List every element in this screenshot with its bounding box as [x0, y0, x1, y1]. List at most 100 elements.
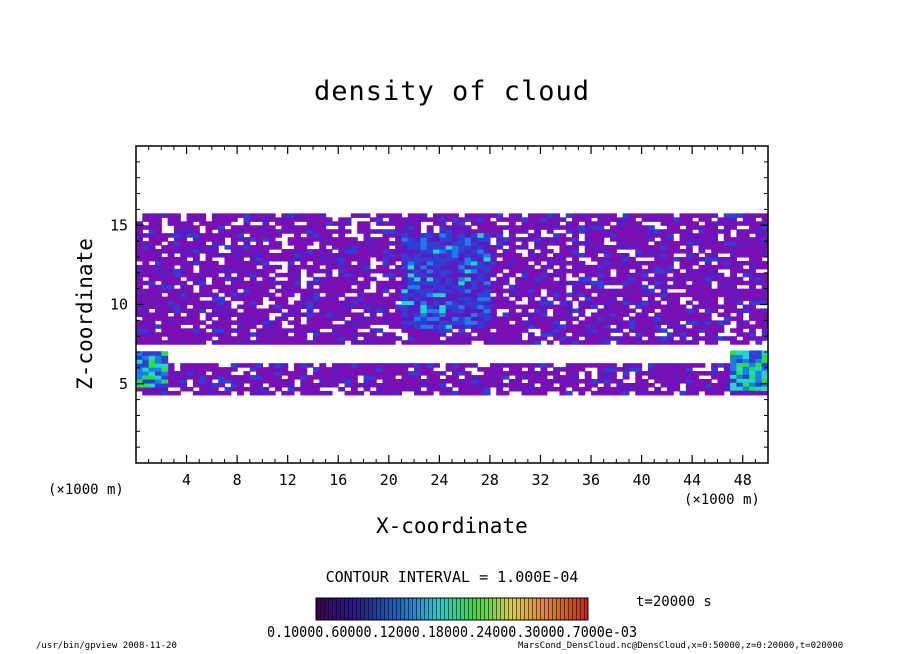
- cloud-cell: [142, 332, 150, 337]
- cloud-cell: [654, 371, 662, 376]
- cloud-cell: [350, 312, 358, 317]
- cloud-cell: [237, 332, 245, 337]
- cloud-cell: [546, 382, 554, 388]
- cloud-cell: [628, 300, 636, 306]
- cloud-cell: [597, 241, 605, 246]
- cloud-cell: [205, 363, 213, 368]
- cloud-cell: [654, 292, 662, 298]
- cloud-cell: [167, 375, 175, 380]
- cloud-cell: [388, 312, 396, 317]
- cloud-cell: [357, 340, 365, 345]
- cloud-cell: [749, 358, 756, 363]
- cloud-cell: [439, 316, 447, 321]
- cloud-cell: [464, 332, 472, 337]
- cloud-cell: [723, 292, 731, 298]
- cloud-cell: [275, 300, 282, 306]
- cloud-cell: [249, 304, 257, 310]
- cloud-cell: [622, 264, 630, 270]
- cloud-cell: [458, 390, 466, 396]
- cloud-cell: [679, 249, 687, 254]
- cloud-cell: [622, 386, 630, 392]
- y-tick-label: 10: [110, 296, 128, 314]
- cloud-cell: [426, 312, 434, 317]
- cloud-cell: [452, 229, 459, 234]
- cloud-cell: [199, 217, 207, 222]
- cloud-cell: [660, 288, 668, 294]
- cloud-cell: [331, 300, 339, 306]
- cloud-cell: [154, 386, 162, 392]
- cloud-cell: [755, 354, 763, 359]
- cloud-cell: [559, 324, 567, 329]
- cloud-cell: [692, 272, 700, 278]
- cloud-cell: [306, 241, 314, 246]
- cloud-cell: [369, 237, 377, 242]
- cloud-cell: [312, 225, 320, 230]
- cloud-cell: [546, 300, 554, 306]
- cloud-cell: [635, 367, 643, 372]
- cloud-cell: [268, 237, 276, 242]
- cloud-cell: [489, 296, 497, 302]
- cloud-cell: [357, 296, 365, 302]
- cloud-cell: [319, 304, 327, 310]
- cloud-cell: [426, 249, 434, 254]
- cloud-cell: [136, 272, 143, 278]
- cloud-cell: [723, 241, 731, 246]
- cloud-cell: [578, 390, 586, 396]
- cloud-cell: [376, 367, 384, 372]
- cloud-cell: [376, 292, 384, 298]
- cloud-cell: [477, 249, 485, 254]
- cloud-cell: [553, 375, 561, 380]
- cloud-cell: [161, 268, 169, 274]
- cloud-cell: [755, 374, 763, 379]
- cloud-cell: [470, 264, 478, 270]
- cloud-cell: [363, 256, 371, 262]
- cloud-cell: [641, 328, 649, 333]
- cloud-cell: [167, 324, 175, 329]
- cloud-cell: [136, 324, 143, 329]
- cloud-cell: [256, 249, 263, 254]
- cloud-cell: [749, 288, 756, 294]
- cloud-cell: [761, 328, 768, 333]
- cloud-cell: [211, 324, 219, 329]
- cloud-cell: [237, 256, 245, 262]
- cloud-cell: [344, 308, 352, 314]
- cloud-cell: [635, 229, 643, 234]
- cloud-cell: [616, 324, 624, 329]
- cloud-cell: [338, 312, 346, 317]
- cloud-cell: [641, 245, 649, 250]
- cloud-cell: [192, 241, 200, 246]
- cloud-cell: [515, 292, 523, 298]
- cloud-cell: [660, 382, 668, 388]
- cloud-cell: [192, 245, 200, 250]
- cloud-cell: [685, 249, 693, 254]
- cloud-cell: [534, 213, 542, 218]
- cloud-cell: [407, 233, 415, 238]
- cloud-cell: [572, 260, 579, 266]
- cloud-cell: [761, 316, 768, 321]
- cloud-cell: [685, 233, 693, 238]
- cloud-cell: [641, 252, 649, 258]
- cloud-cell: [464, 312, 472, 317]
- cloud-cell: [742, 268, 750, 274]
- cloud-cell: [578, 260, 586, 266]
- cloud-cell: [698, 320, 706, 325]
- cloud-cell: [237, 390, 245, 396]
- cloud-cell: [610, 280, 617, 286]
- cloud-cell: [230, 382, 238, 388]
- cloud-cell: [749, 252, 756, 258]
- cloud-cell: [515, 225, 523, 230]
- cloud-cell: [224, 312, 232, 317]
- cloud-cell: [610, 371, 617, 376]
- cloud-cell: [622, 371, 630, 376]
- cloud-cell: [294, 233, 301, 238]
- cloud-cell: [395, 363, 403, 368]
- cloud-cell: [344, 332, 352, 337]
- cloud-cell: [692, 308, 700, 314]
- cloud-cell: [414, 363, 421, 368]
- cloud-cell: [224, 292, 232, 298]
- cloud-cell: [717, 288, 725, 294]
- cloud-cell: [350, 371, 358, 376]
- cloud-cell: [192, 225, 200, 230]
- cloud-cell: [749, 272, 756, 278]
- cloud-cell: [312, 371, 320, 376]
